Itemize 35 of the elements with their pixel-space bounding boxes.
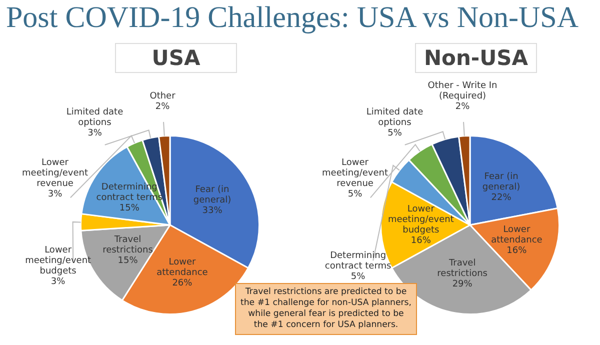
slice-label: Lower meeting/event budgets xyxy=(388,204,454,236)
data-label: 15% xyxy=(119,203,140,214)
data-label: 16% xyxy=(410,236,432,246)
slice-label: Limited date options xyxy=(366,108,424,128)
data-label: 33% xyxy=(202,206,223,216)
slice-label: Lower attendance xyxy=(156,257,208,278)
data-label: 3% xyxy=(88,128,102,139)
data-label: 3% xyxy=(48,190,63,200)
text: Travel restrictions are predicted to be the #1 challenge for non-USA planners, while general fear is predicted to be the #1 concern for USA planners. xyxy=(235,283,417,335)
slice-label: Determining contract terms xyxy=(324,250,392,272)
text: Post COVID-19 Challenges: USA vs Non-USA xyxy=(5,0,580,36)
slice-label: Limited date options xyxy=(66,108,124,128)
data-label: 5% xyxy=(348,190,363,200)
chart-title: Non-USA xyxy=(415,43,537,73)
slice-label: Other - Write In (Required) xyxy=(428,81,498,102)
data-label: 3% xyxy=(50,277,66,288)
slice-label: Fear (in general) xyxy=(482,172,520,193)
data-label: 15% xyxy=(118,256,138,266)
slice-label: Fear (in general) xyxy=(193,184,232,206)
slice-label: Travel restrictions xyxy=(437,258,488,279)
data-label: 26% xyxy=(172,278,193,288)
data-label: 2% xyxy=(455,102,470,112)
data-label: 2% xyxy=(155,102,170,112)
slice-label: Lower attendance xyxy=(491,225,543,246)
slice-label: Lower meeting/event revenue xyxy=(22,158,88,190)
slice-label: Lower meeting/event budgets xyxy=(25,246,92,277)
slice-label: Lower meeting/event revenue xyxy=(322,158,388,190)
data-label: 5% xyxy=(388,128,402,139)
data-label: 16% xyxy=(506,246,528,256)
slice-label: Other xyxy=(150,92,176,102)
data-label: 5% xyxy=(350,272,366,282)
slice-label: Travel restrictions xyxy=(102,234,154,256)
data-label: 29% xyxy=(452,279,473,290)
chart-title: USA xyxy=(115,43,237,73)
data-label: 22% xyxy=(491,193,512,204)
